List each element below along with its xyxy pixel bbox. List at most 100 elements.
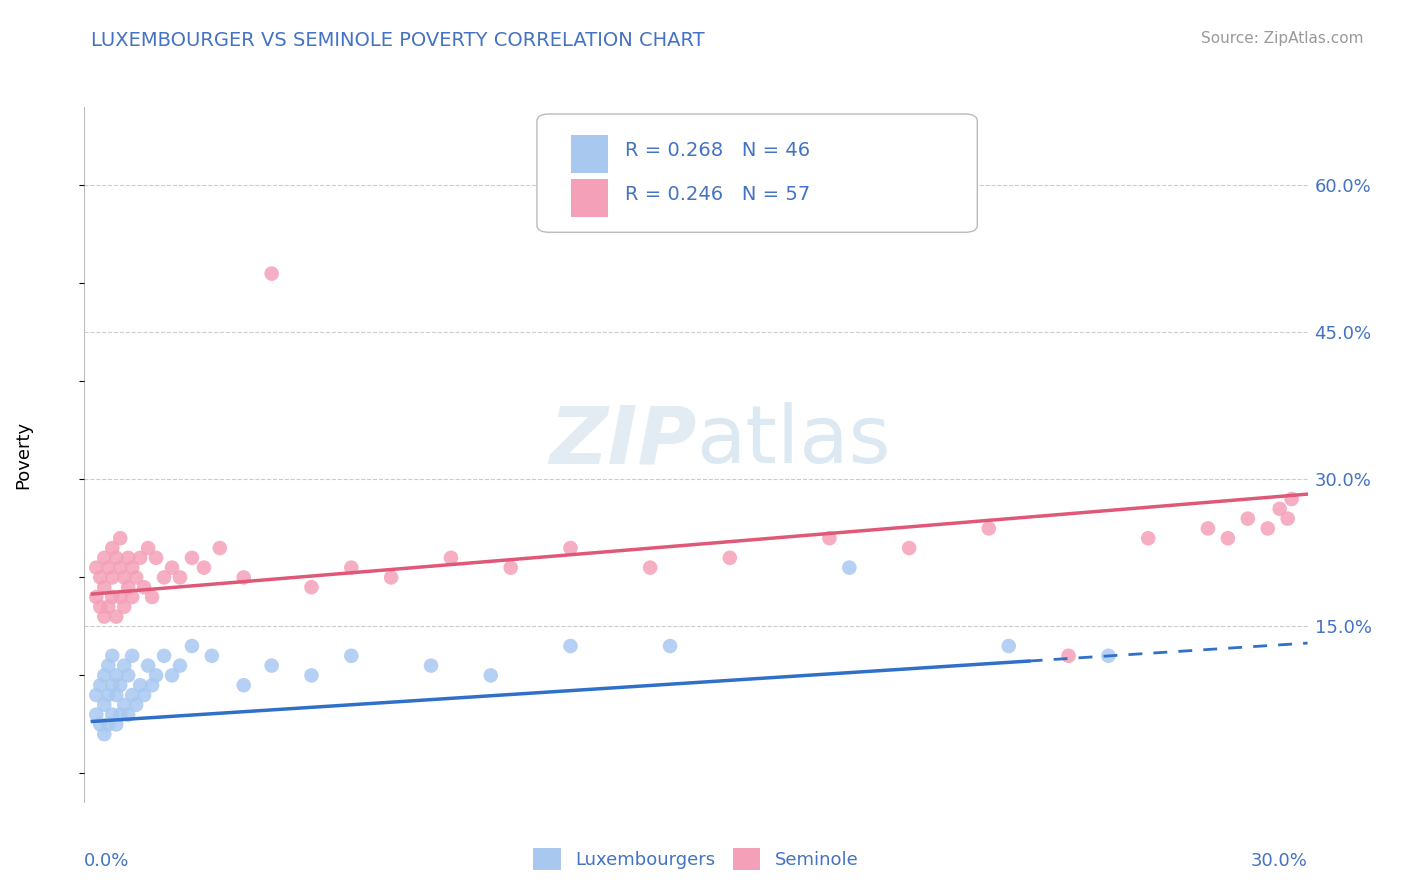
- Point: [117, 668, 139, 682]
- Point: [260, 658, 283, 673]
- Point: [101, 570, 124, 584]
- Point: [260, 267, 283, 281]
- Point: [110, 678, 132, 692]
- Point: [93, 727, 115, 741]
- Point: [1268, 501, 1291, 516]
- Point: [193, 560, 215, 574]
- Point: [97, 560, 120, 574]
- Text: LUXEMBOURGER VS SEMINOLE POVERTY CORRELATION CHART: LUXEMBOURGER VS SEMINOLE POVERTY CORRELA…: [91, 31, 704, 50]
- Point: [1216, 531, 1239, 545]
- Point: [117, 580, 139, 594]
- Point: [121, 590, 143, 604]
- Point: [181, 639, 204, 653]
- Point: [101, 707, 124, 722]
- Point: [440, 550, 463, 565]
- Point: [232, 570, 254, 584]
- Point: [101, 648, 124, 663]
- FancyBboxPatch shape: [571, 135, 607, 173]
- Point: [181, 550, 204, 565]
- Point: [117, 707, 139, 722]
- Point: [1197, 521, 1219, 535]
- Text: atlas: atlas: [696, 402, 890, 480]
- Point: [89, 717, 111, 731]
- Point: [160, 668, 183, 682]
- Point: [125, 698, 148, 712]
- Point: [1236, 511, 1258, 525]
- Point: [105, 717, 128, 731]
- Text: 0.0%: 0.0%: [84, 852, 129, 870]
- Point: [659, 639, 682, 653]
- Point: [301, 668, 323, 682]
- Point: [340, 648, 363, 663]
- Point: [169, 570, 191, 584]
- Point: [105, 609, 128, 624]
- Point: [169, 658, 191, 673]
- Point: [93, 668, 115, 682]
- Point: [201, 648, 224, 663]
- Point: [105, 688, 128, 702]
- Text: R = 0.268   N = 46: R = 0.268 N = 46: [626, 141, 810, 160]
- Point: [301, 580, 323, 594]
- FancyBboxPatch shape: [571, 178, 607, 217]
- Point: [101, 590, 124, 604]
- Point: [1137, 531, 1160, 545]
- Point: [1281, 491, 1303, 506]
- Point: [89, 599, 111, 614]
- Point: [125, 570, 148, 584]
- Point: [101, 678, 124, 692]
- Point: [110, 560, 132, 574]
- Point: [93, 580, 115, 594]
- Point: [112, 658, 135, 673]
- Point: [977, 521, 1000, 535]
- Point: [110, 707, 132, 722]
- Point: [838, 560, 860, 574]
- Point: [112, 599, 135, 614]
- Point: [117, 550, 139, 565]
- Point: [112, 570, 135, 584]
- Point: [97, 658, 120, 673]
- Point: [560, 541, 582, 555]
- Text: Source: ZipAtlas.com: Source: ZipAtlas.com: [1201, 31, 1364, 46]
- Point: [89, 678, 111, 692]
- Point: [105, 668, 128, 682]
- Point: [232, 678, 254, 692]
- Point: [499, 560, 522, 574]
- Point: [898, 541, 921, 555]
- Point: [129, 550, 152, 565]
- Point: [145, 668, 167, 682]
- FancyBboxPatch shape: [537, 114, 977, 232]
- Point: [136, 658, 159, 673]
- Point: [105, 550, 128, 565]
- Point: [134, 580, 156, 594]
- Point: [718, 550, 741, 565]
- Text: Poverty: Poverty: [14, 421, 32, 489]
- Point: [380, 570, 402, 584]
- Point: [129, 678, 152, 692]
- Point: [160, 560, 183, 574]
- Point: [1277, 511, 1299, 525]
- Point: [101, 541, 124, 555]
- Legend: Luxembourgers, Seminole: Luxembourgers, Seminole: [526, 841, 866, 877]
- Point: [153, 648, 176, 663]
- Point: [86, 590, 108, 604]
- Point: [93, 550, 115, 565]
- Point: [208, 541, 231, 555]
- Point: [638, 560, 661, 574]
- Point: [97, 717, 120, 731]
- Point: [89, 570, 111, 584]
- Point: [420, 658, 443, 673]
- Point: [818, 531, 841, 545]
- Point: [121, 560, 143, 574]
- Point: [86, 560, 108, 574]
- Point: [97, 599, 120, 614]
- Point: [1057, 648, 1080, 663]
- Point: [93, 698, 115, 712]
- Point: [340, 560, 363, 574]
- Point: [97, 688, 120, 702]
- Point: [121, 688, 143, 702]
- Point: [479, 668, 502, 682]
- Point: [93, 609, 115, 624]
- Point: [121, 648, 143, 663]
- Point: [110, 590, 132, 604]
- Text: ZIP: ZIP: [548, 402, 696, 480]
